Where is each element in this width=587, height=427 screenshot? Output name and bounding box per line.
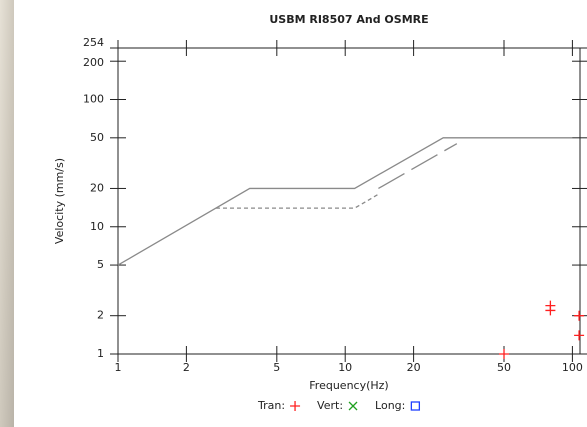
legend-marker xyxy=(348,401,358,411)
background-photo xyxy=(0,0,14,427)
limit-line xyxy=(378,143,458,190)
y-tick-label: 20 xyxy=(90,181,104,194)
y-tick-label: 2 xyxy=(97,309,104,322)
y-tick-label: 1 xyxy=(97,347,104,360)
chart-title: USBM RI8507 And OSMRE xyxy=(269,13,428,26)
x-tick-label: 100 xyxy=(562,361,583,374)
legend-label: Long: xyxy=(375,399,405,412)
y-tick-label: 254 xyxy=(83,36,104,49)
y-axis-label: Velocity (mm/s) xyxy=(53,158,66,244)
y-tick-label: 50 xyxy=(90,131,104,144)
data-point xyxy=(545,305,556,316)
plot-frame xyxy=(117,47,581,355)
legend-label: Tran: xyxy=(257,399,285,412)
data-point xyxy=(499,349,510,359)
x-tick-label: 2 xyxy=(183,361,190,374)
x-axis-label: Frequency(Hz) xyxy=(309,379,388,392)
y-tick-label: 10 xyxy=(90,220,104,233)
x-tick-label: 10 xyxy=(338,361,352,374)
y-tick-label: 200 xyxy=(83,56,104,69)
legend-marker xyxy=(410,401,421,411)
x-tick-label: 1 xyxy=(115,361,122,374)
x-tick-label: 20 xyxy=(407,361,421,374)
legend-marker xyxy=(290,401,301,411)
x-tick-label: 50 xyxy=(497,361,511,374)
limit-line xyxy=(216,193,379,209)
data-point xyxy=(574,310,585,321)
x-tick-label: 5 xyxy=(273,361,280,374)
limit-line xyxy=(117,137,573,266)
y-tick-label: 100 xyxy=(83,93,104,106)
legend-label: Vert: xyxy=(317,399,343,412)
y-tick-label: 5 xyxy=(97,258,104,271)
data-point xyxy=(574,330,585,341)
